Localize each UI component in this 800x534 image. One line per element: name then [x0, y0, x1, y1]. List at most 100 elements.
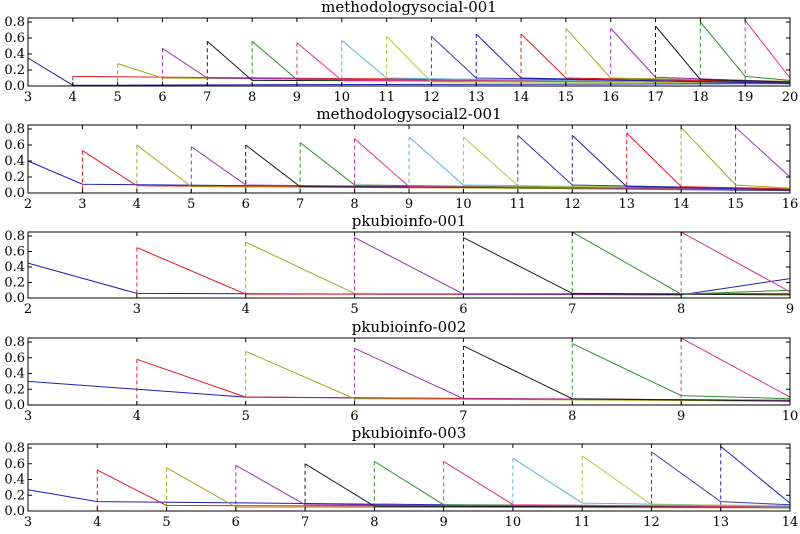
series-line [296, 42, 791, 83]
x-tick-label: 8 [370, 515, 378, 530]
x-tick-label: 4 [242, 302, 250, 317]
x-tick-label: 10 [455, 197, 472, 212]
x-tick-label: 8 [568, 409, 576, 424]
x-tick-label: 7 [301, 515, 309, 530]
y-tick-label: 0.2 [4, 276, 25, 291]
y-tick-label: 0.4 [4, 367, 25, 382]
x-tick-label: 8 [350, 197, 358, 212]
y-tick-label: 0.8 [4, 441, 25, 456]
y-tick-label: 0.6 [4, 138, 25, 153]
series-line [341, 40, 791, 85]
x-tick-label: 9 [405, 197, 413, 212]
chart-panel-2: methodologysocial2-001 2 3 4 5 6 7 8 9 10 11 12 13 14… [4, 105, 798, 212]
series-line [206, 40, 791, 83]
x-tick-label: 10 [782, 409, 799, 424]
x-tick-label: 6 [242, 197, 250, 212]
x-tick-label: 8 [248, 90, 256, 105]
series-line [517, 135, 791, 190]
x-tick-label: 7 [203, 90, 211, 105]
panel-title: pkubioinfo-002 [352, 318, 467, 336]
x-tick-label: 4 [133, 409, 141, 424]
series-line [463, 237, 791, 296]
series-line [475, 33, 791, 85]
series-line [136, 358, 791, 401]
x-tick-label: 16 [782, 197, 799, 212]
x-tick-label: 7 [459, 409, 467, 424]
x-tick-label: 5 [114, 90, 122, 105]
series-line [744, 20, 791, 79]
chart-panel-4: pkubioinfo-002 3 4 5 6 7 8 9 10 0.00.20.40.60.8 [4, 318, 798, 424]
series-line [166, 467, 791, 509]
x-tick-label: 10 [505, 515, 522, 530]
x-tick-label: 3 [133, 302, 141, 317]
y-tick-label: 0.2 [4, 63, 25, 78]
series-line [191, 146, 791, 191]
series-line [565, 28, 791, 82]
y-tick-label: 0.4 [4, 154, 25, 169]
x-tick-label: 2 [24, 197, 32, 212]
chart-panel-1: methodologysocial-001 3 4 5 6 7 8 9 10 11 12 13 14 15… [4, 0, 798, 105]
x-tick-label: 4 [69, 90, 77, 105]
series-line [27, 262, 791, 296]
y-tick-label: 0.6 [4, 457, 25, 472]
x-tick-label: 7 [568, 302, 576, 317]
x-tick-label: 3 [24, 409, 32, 424]
x-tick-label: 13 [618, 197, 635, 212]
y-tick-label: 0.4 [4, 473, 25, 488]
x-tick-label: 9 [677, 409, 685, 424]
series-line [572, 343, 791, 400]
chart-panel-5: pkubioinfo-003 3 4 5 6 7 8 9 10 11 12 13 14 0.00.20.4… [4, 424, 798, 530]
x-tick-label: 6 [232, 515, 240, 530]
series-line [245, 350, 791, 402]
series-line [680, 127, 791, 189]
x-tick-label: 20 [782, 90, 799, 105]
y-tick-label: 0.8 [4, 15, 25, 30]
series-line [720, 446, 791, 504]
y-tick-label: 0.0 [4, 291, 25, 306]
x-tick-label: 5 [187, 197, 195, 212]
x-tick-label: 5 [242, 409, 250, 424]
series-line [386, 36, 791, 84]
y-tick-label: 0.2 [4, 170, 25, 185]
x-tick-label: 16 [602, 90, 619, 105]
y-tick-label: 0.6 [4, 31, 25, 46]
x-tick-label: 3 [24, 90, 32, 105]
series-line [581, 455, 791, 506]
x-tick-label: 11 [510, 197, 527, 212]
x-tick-label: 13 [712, 515, 729, 530]
x-tick-label: 12 [423, 90, 440, 105]
x-tick-label: 15 [558, 90, 575, 105]
series-line [299, 142, 791, 191]
x-tick-label: 5 [350, 302, 358, 317]
series-line [655, 25, 791, 83]
x-tick-label: 13 [468, 90, 485, 105]
x-tick-label: 6 [158, 90, 166, 105]
x-tick-label: 14 [673, 197, 690, 212]
series-line [626, 132, 791, 190]
x-tick-label: 12 [564, 197, 581, 212]
x-tick-label: 8 [677, 302, 685, 317]
series-line [680, 231, 791, 293]
series-line [443, 460, 791, 508]
x-tick-label: 4 [93, 515, 101, 530]
panel-title: methodologysocial2-001 [316, 105, 501, 123]
series-line [735, 127, 791, 178]
y-tick-label: 0.2 [4, 488, 25, 503]
series-line [520, 33, 791, 83]
series-line [136, 144, 791, 191]
axes-frame [27, 443, 791, 512]
y-tick-label: 0.0 [4, 186, 25, 201]
x-tick-label: 9 [786, 302, 794, 317]
y-tick-label: 0.6 [4, 245, 25, 260]
series-line [463, 345, 791, 402]
series-line [408, 136, 791, 190]
axes-frame [27, 337, 791, 406]
x-tick-label: 15 [727, 197, 744, 212]
x-tick-label: 17 [647, 90, 664, 105]
x-tick-label: 7 [296, 197, 304, 212]
panel-title: pkubioinfo-001 [352, 212, 467, 230]
axes-frame [27, 231, 791, 299]
panel-title: methodologysocial-001 [321, 0, 497, 16]
x-tick-label: 3 [24, 515, 32, 530]
y-tick-label: 0.8 [4, 122, 25, 137]
